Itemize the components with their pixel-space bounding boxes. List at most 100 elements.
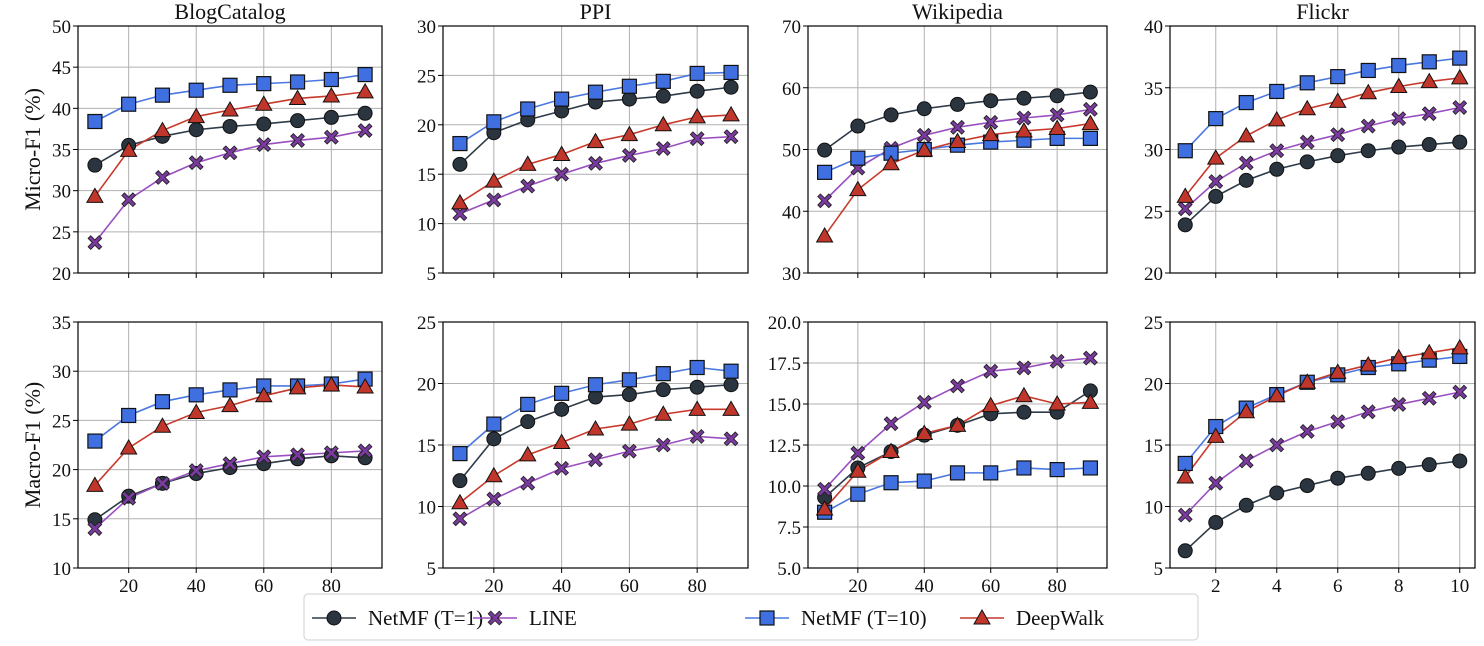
data-point-line	[1299, 424, 1315, 439]
data-point-netmf-t-10	[554, 385, 570, 401]
data-point-deepwalk	[1267, 110, 1286, 127]
data-point-netmf-t-10	[723, 64, 739, 81]
data-point-netmf-t-10	[452, 446, 468, 462]
data-point-line	[554, 166, 570, 182]
data-point-netmf-t-10	[1269, 83, 1285, 100]
series-line-line	[1184, 391, 1460, 516]
series-line-line	[1184, 106, 1460, 210]
data-point-netmf-t-10	[883, 475, 899, 491]
chart-panel-panel-macro-0: 20 40 60 80 10 15 20 25 30 35 Macro-F1 (%)	[20, 313, 383, 597]
data-point-line	[256, 449, 272, 465]
data-point-line	[121, 490, 137, 506]
y-tick-label: 25	[52, 223, 71, 244]
y-axis-label: Macro-F1 (%)	[20, 382, 45, 508]
data-point-netmf-t-10	[486, 416, 502, 432]
data-point-netmf-t-1	[1208, 514, 1224, 530]
data-point-netmf-t-10	[554, 91, 570, 107]
data-point-netmf-t-10	[587, 377, 604, 393]
y-tick-label: 25	[417, 313, 436, 334]
data-point-netmf-t-1	[357, 105, 373, 121]
legend-label: DeepWalk	[1016, 606, 1105, 630]
data-point-deepwalk	[1267, 386, 1286, 403]
marker-group	[86, 371, 374, 537]
x-tick-label: 20	[119, 576, 138, 597]
data-point-netmf-t-10	[817, 164, 833, 180]
y-tick-label: 12.5	[768, 436, 801, 457]
data-point-netmf-t-1	[1082, 84, 1098, 100]
y-tick-label: 20	[417, 375, 436, 396]
plot-frame	[807, 321, 1108, 569]
data-point-line	[1421, 390, 1437, 406]
y-tick-label: 25	[1144, 202, 1163, 223]
series-group	[1184, 57, 1460, 226]
data-point-deepwalk	[882, 442, 900, 459]
data-point-netmf-t-10	[357, 66, 373, 83]
data-point-line	[1330, 414, 1346, 430]
y-tick-label: 10	[52, 559, 71, 580]
data-point-line	[1016, 360, 1032, 376]
plot-frame	[807, 25, 1108, 274]
legend-label: NetMF (T=10)	[801, 606, 927, 630]
data-point-netmf-t-10	[222, 382, 238, 398]
data-point-line	[817, 193, 833, 209]
data-point-netmf-t-10	[323, 71, 339, 88]
data-point-deepwalk	[948, 416, 967, 432]
data-point-netmf-t-10	[949, 465, 966, 481]
data-point-deepwalk	[187, 107, 206, 124]
data-point-line	[950, 378, 965, 394]
data-point-deepwalk	[948, 132, 967, 148]
data-point-line	[1049, 353, 1065, 369]
data-point-netmf-t-1	[1016, 404, 1032, 420]
data-point-deepwalk	[221, 396, 239, 413]
data-point-netmf-t-1	[520, 414, 536, 430]
data-point-netmf-t-10	[256, 76, 272, 92]
data-point-deepwalk	[688, 400, 707, 416]
data-point-deepwalk	[86, 187, 104, 203]
data-point-netmf-t-10	[520, 101, 536, 117]
plot-frame	[1169, 25, 1476, 274]
y-tick-label: 35	[52, 141, 71, 162]
data-point-netmf-t-1	[256, 116, 272, 132]
data-point-line	[983, 114, 999, 130]
data-point-line	[452, 206, 468, 222]
y-tick-label: 35	[52, 313, 71, 334]
data-point-line	[1016, 110, 1032, 126]
y-tick-label: 17.5	[768, 354, 801, 375]
data-point-netmf-t-10	[1082, 130, 1098, 146]
series-line-netmf-t-10	[1184, 355, 1460, 464]
data-point-deepwalk	[1328, 92, 1347, 108]
y-tick-label: 5	[1154, 559, 1164, 580]
legend-marker-circle-icon	[326, 610, 342, 626]
chart-panel-panel-macro-3: 2 4 6 8 10 5 10 15 20 25	[1144, 313, 1476, 597]
data-point-netmf-t-1	[723, 377, 739, 393]
data-point-netmf-t-10	[1452, 50, 1468, 66]
data-point-deepwalk	[1015, 386, 1033, 403]
chart-panel-wikipedia-micro-2: 30 40 50 60 70 Wikipedia	[782, 0, 1108, 285]
data-point-deepwalk	[848, 462, 867, 478]
marker-group	[815, 350, 1100, 520]
data-point-netmf-t-10	[452, 135, 468, 152]
data-point-deepwalk	[722, 105, 740, 122]
data-point-netmf-t-1	[1238, 497, 1254, 513]
data-point-deepwalk	[254, 386, 273, 403]
x-tick-label: 60	[620, 576, 639, 597]
data-point-deepwalk	[1298, 99, 1317, 116]
data-point-netmf-t-10	[1177, 143, 1193, 159]
x-tick-label: 20	[484, 576, 503, 597]
legend-entry-deepwalk: DeepWalk	[960, 606, 1105, 630]
y-tick-label: 25	[417, 66, 436, 87]
legend-marker-square-icon	[759, 610, 775, 626]
y-tick-label: 10.0	[768, 477, 801, 498]
data-point-deepwalk	[1206, 427, 1225, 443]
data-point-deepwalk	[1206, 149, 1225, 165]
data-point-line	[1082, 101, 1098, 117]
y-tick-label: 20	[417, 116, 436, 137]
data-point-netmf-t-10	[850, 150, 866, 166]
data-point-deepwalk	[586, 132, 605, 149]
panel-title: BlogCatalog	[174, 0, 285, 24]
y-tick-label: 50	[782, 141, 801, 162]
marker-group	[451, 359, 740, 527]
data-point-line	[1269, 143, 1285, 159]
y-tick-label: 70	[782, 17, 801, 38]
data-point-line	[486, 491, 502, 507]
